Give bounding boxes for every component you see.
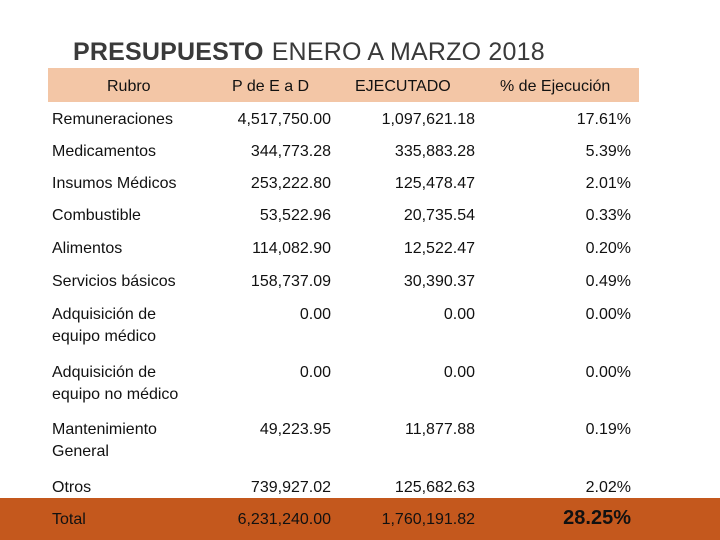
header-rubro: Rubro — [107, 78, 151, 95]
row-rubro: Insumos Médicos — [52, 175, 177, 192]
row-pde: 739,927.02 — [250, 479, 331, 496]
table-header-band — [48, 68, 639, 102]
row-pct: 0.19% — [585, 421, 631, 438]
row-ejecutado: 12,522.47 — [403, 240, 475, 257]
header-pde: P de E a D — [232, 78, 310, 95]
row-pct: 0.20% — [585, 240, 631, 257]
row-ejecutado: 1,097,621.18 — [381, 111, 475, 128]
row-pde: 49,223.95 — [259, 421, 331, 438]
row-pct: 5.39% — [585, 143, 631, 160]
row-pde: 158,737.09 — [250, 273, 331, 290]
row-rubro: Remuneraciones — [52, 111, 173, 128]
row-rubro: Adquisición de equipo médico — [52, 306, 157, 345]
row-pct: 17.61% — [576, 111, 631, 128]
title-subtitle: ENERO A MARZO 2018 — [271, 38, 545, 66]
row-rubro: Mantenimiento General — [52, 421, 157, 460]
row-pde: 53,522.96 — [259, 207, 331, 224]
page-title: PRESUPUESTO ENERO A MARZO 2018 — [73, 38, 545, 67]
total-pct: 28.25% — [563, 507, 631, 529]
row-ejecutado: 0.00 — [443, 364, 475, 381]
row-pct: 2.01% — [585, 175, 631, 192]
row-pde: 4,517,750.00 — [237, 111, 331, 128]
row-pde: 253,222.80 — [250, 175, 331, 192]
row-rubro: Otros — [52, 479, 92, 496]
row-ejecutado: 0.00 — [443, 306, 475, 323]
row-pct: 0.33% — [585, 207, 631, 224]
header-ejecutado: EJECUTADO — [355, 78, 451, 95]
total-pde: 6,231,240.00 — [237, 511, 331, 528]
row-ejecutado: 20,735.54 — [403, 207, 475, 224]
row-rubro: Combustible — [52, 207, 141, 224]
row-pct: 0.49% — [585, 273, 631, 290]
row-pde: 344,773.28 — [250, 143, 331, 160]
total-label: Total — [52, 511, 86, 528]
row-rubro: Medicamentos — [52, 143, 157, 160]
row-ejecutado: 30,390.37 — [403, 273, 475, 290]
header-pct-ejecucion: % de Ejecución — [500, 78, 611, 95]
row-ejecutado: 335,883.28 — [394, 143, 475, 160]
row-pct: 0.00% — [585, 364, 631, 381]
row-rubro: Adquisición de equipo no médico — [52, 364, 179, 403]
total-band — [0, 498, 720, 540]
total-ejecutado: 1,760,191.82 — [381, 511, 475, 528]
row-ejecutado: 11,877.88 — [405, 421, 475, 438]
row-ejecutado: 125,682.63 — [394, 479, 475, 496]
row-rubro: Alimentos — [52, 240, 123, 257]
row-pct: 0.00% — [585, 306, 631, 323]
row-ejecutado: 125,478.47 — [394, 175, 475, 192]
row-pde: 0.00 — [299, 364, 331, 381]
row-pde: 114,082.90 — [252, 240, 331, 257]
row-pct: 2.02% — [585, 479, 631, 496]
title-bold: PRESUPUESTO — [73, 38, 264, 66]
row-rubro: Servicios básicos — [52, 273, 176, 290]
row-pde: 0.00 — [299, 306, 331, 323]
